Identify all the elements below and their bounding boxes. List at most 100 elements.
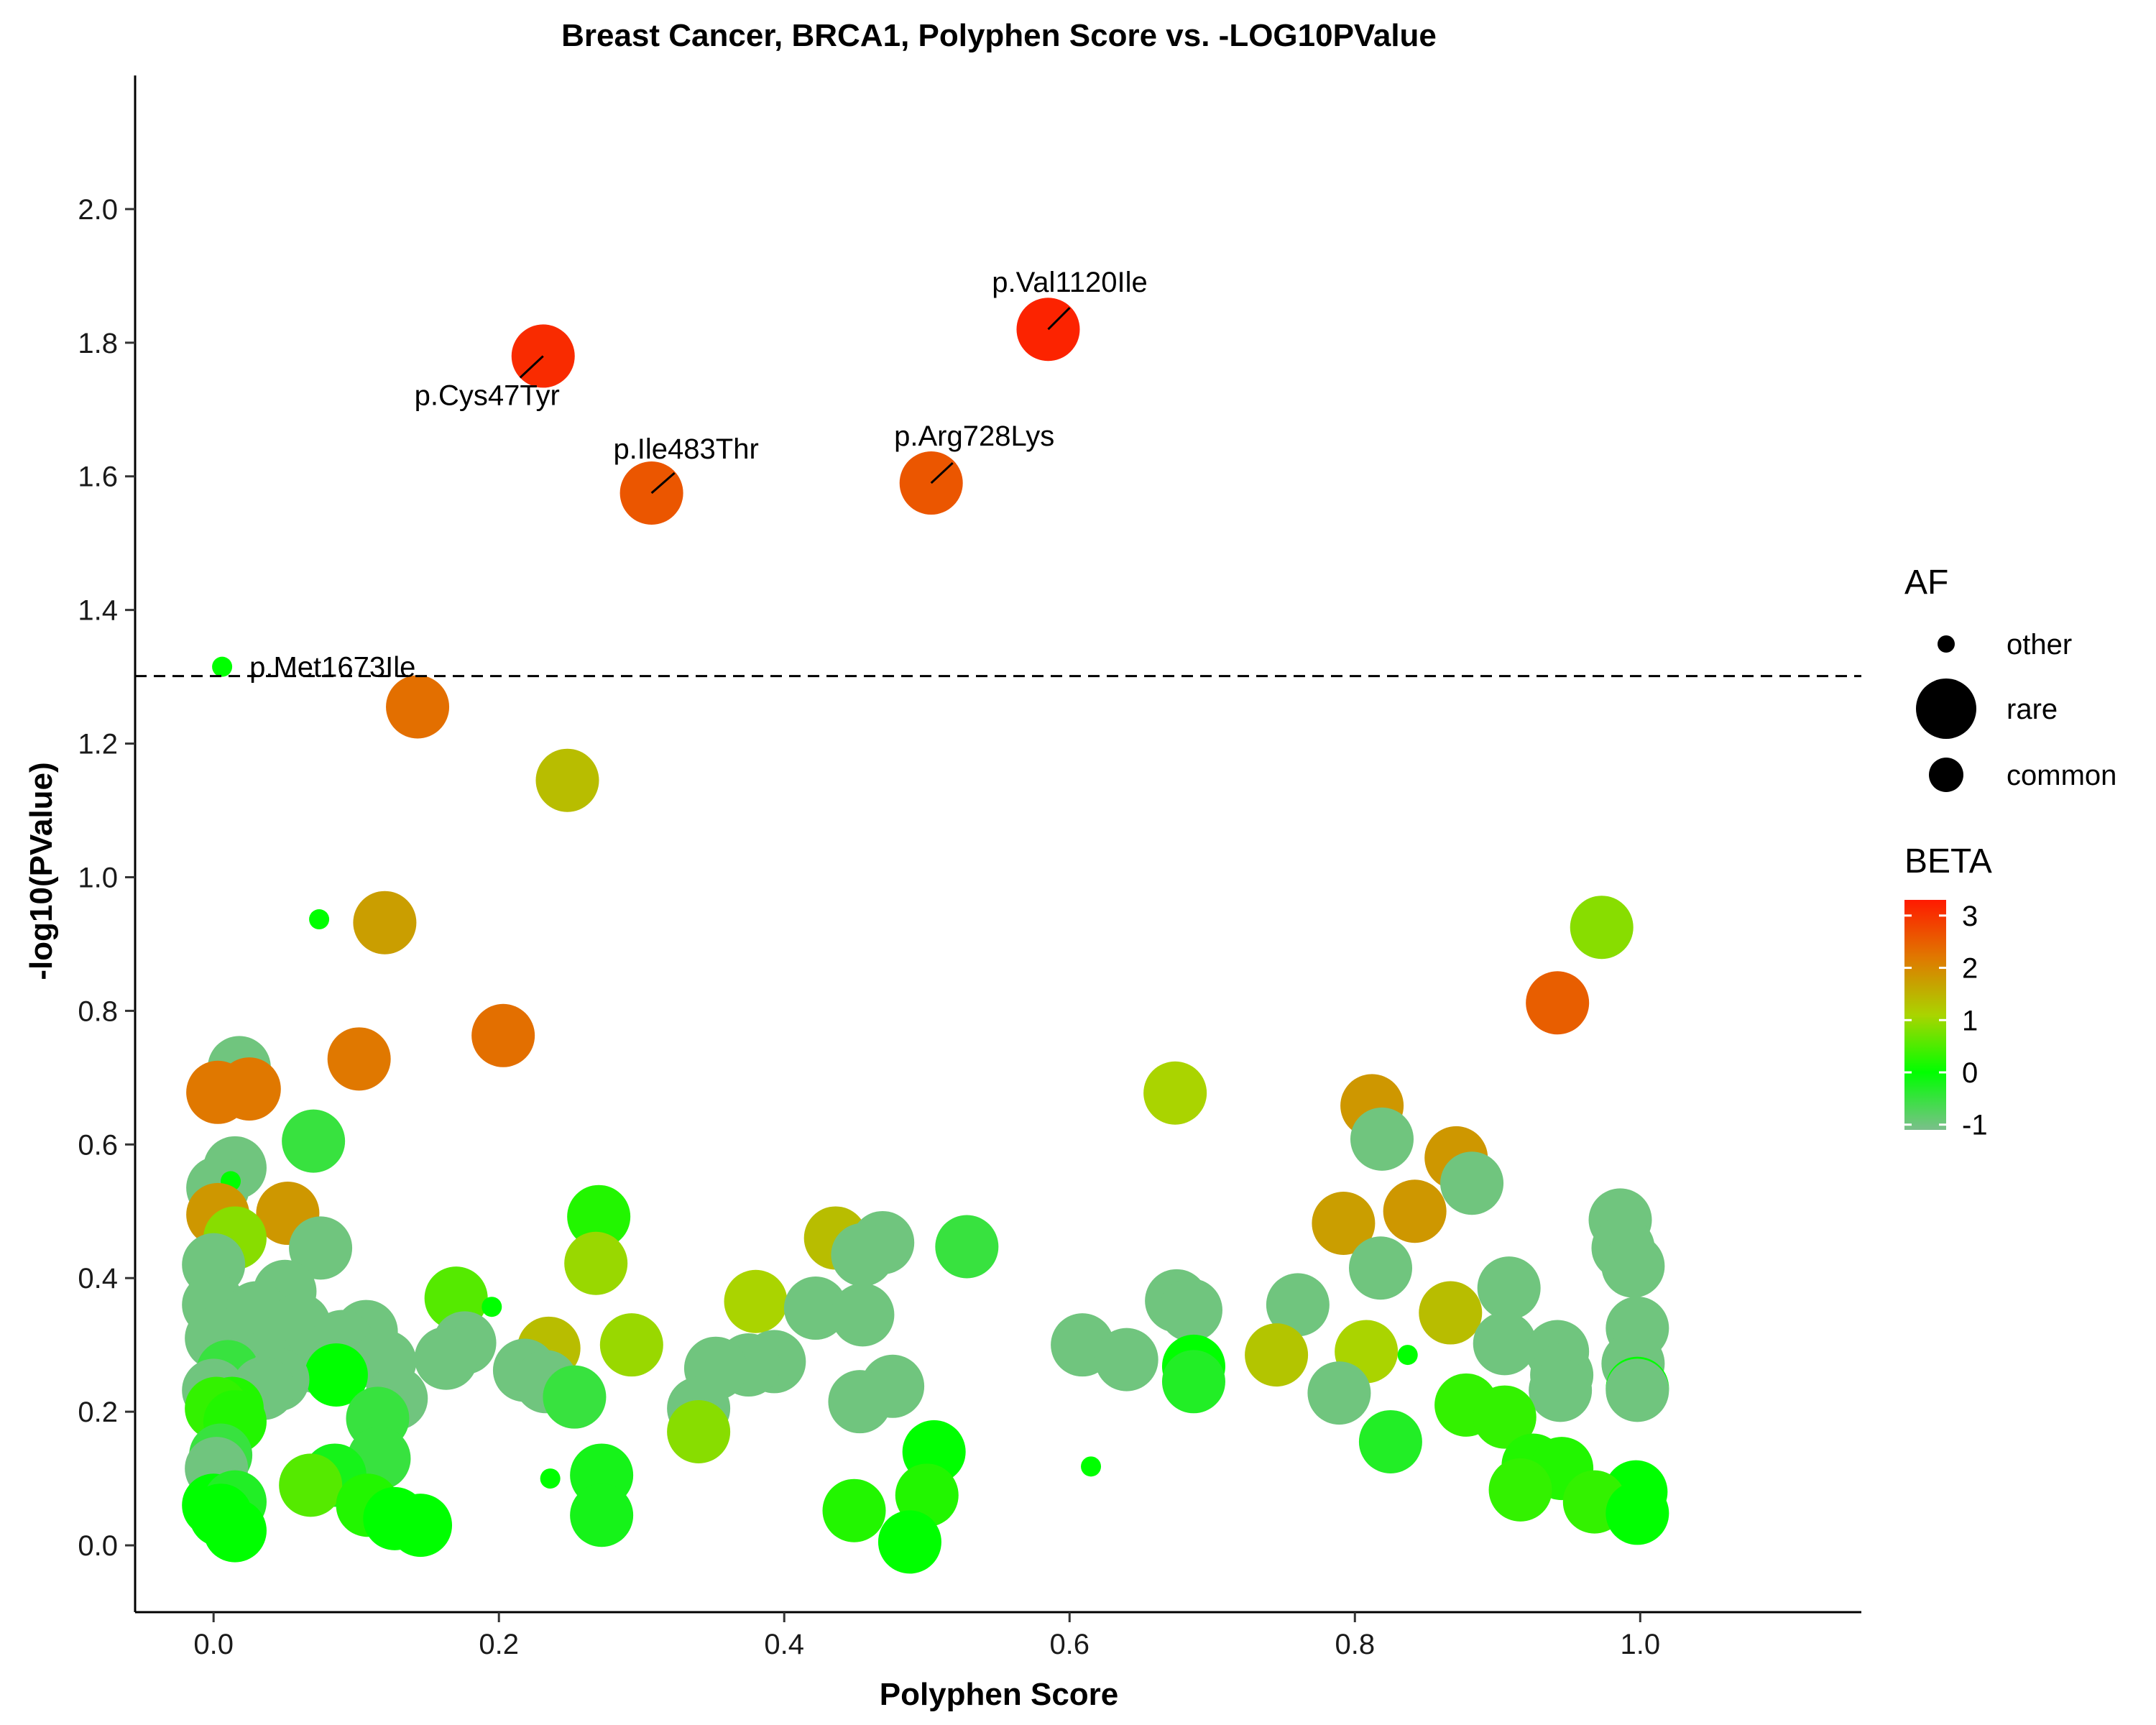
data-point xyxy=(535,748,599,812)
data-point xyxy=(1081,1456,1102,1477)
data-point xyxy=(1358,1409,1422,1473)
data-point xyxy=(186,1060,250,1124)
data-point xyxy=(389,1494,453,1558)
y-tick-label: 1.0 xyxy=(78,862,118,893)
data-point xyxy=(304,1343,368,1407)
size-legend-label: rare xyxy=(2007,694,2058,725)
x-tick-label: 0.4 xyxy=(764,1629,804,1660)
color-legend-label: 1 xyxy=(1962,1005,1978,1036)
data-point xyxy=(935,1215,999,1279)
size-legend-label: common xyxy=(2007,760,2116,791)
data-point xyxy=(1473,1385,1537,1449)
data-point xyxy=(414,1326,478,1390)
y-tick-label: 1.4 xyxy=(78,595,118,627)
data-point xyxy=(1349,1236,1413,1300)
annotations-layer: p.Val1120Ile p.Cys47Tyr p.Ile483Thr p.Arg72… xyxy=(249,267,1148,683)
data-point xyxy=(599,1313,663,1377)
data-point xyxy=(877,1510,941,1574)
annotation-label: p.Met1673Ile xyxy=(249,652,415,684)
data-point xyxy=(482,1297,502,1317)
y-tick-label: 1.8 xyxy=(78,328,118,359)
data-point xyxy=(831,1223,895,1287)
annotation-label: p.Ile483Thr xyxy=(613,433,758,465)
y-tick-label: 0.4 xyxy=(78,1263,118,1294)
x-axis-title: Polyphen Score xyxy=(880,1677,1119,1712)
data-point xyxy=(724,1269,788,1333)
data-point xyxy=(203,1499,267,1563)
data-point xyxy=(1350,1107,1414,1171)
data-point xyxy=(570,1484,634,1547)
x-tick-label: 0.8 xyxy=(1335,1629,1375,1660)
y-tick-label: 1.2 xyxy=(78,729,118,760)
data-point xyxy=(1477,1256,1541,1320)
annotation-leader xyxy=(519,355,544,379)
data-point xyxy=(471,1003,535,1067)
x-tick-label: 0.2 xyxy=(479,1629,519,1660)
annotation-leader xyxy=(1047,307,1071,331)
color-legend-title: BETA xyxy=(1904,842,1992,880)
annotation-leader xyxy=(930,461,954,484)
y-axis-title: -log10(PValue) xyxy=(24,762,59,980)
data-point xyxy=(386,675,450,739)
data-point xyxy=(1312,1191,1376,1255)
annotation-leader xyxy=(650,472,676,494)
data-point xyxy=(828,1370,892,1434)
size-legend-title: AF xyxy=(1904,564,1948,602)
data-point xyxy=(831,1283,895,1347)
color-legend-bar xyxy=(1904,900,1946,1130)
data-point xyxy=(353,891,417,954)
annotation-label: p.Arg728Lys xyxy=(894,420,1054,452)
data-point xyxy=(1606,1358,1669,1422)
data-point xyxy=(309,909,330,930)
axes-layer: 0.0 0.2 0.4 0.6 0.8 1.0 0.0 0.2 0.4 0.6 0.8 1.0 1.2 1… xyxy=(78,75,1861,1660)
size-legend-key xyxy=(1938,635,1955,653)
size-legend-label: other xyxy=(2007,629,2072,661)
x-tick-label: 0.6 xyxy=(1049,1629,1089,1660)
y-tick-label: 2.0 xyxy=(78,194,118,226)
data-point xyxy=(1266,1273,1330,1337)
data-point xyxy=(282,1109,346,1173)
data-point xyxy=(1143,1061,1207,1125)
x-tick-label: 1.0 xyxy=(1621,1629,1661,1660)
data-point xyxy=(567,1184,631,1248)
legend: AF other rare common BETA 3 2 1 0 -1 xyxy=(1904,564,2116,1141)
data-point xyxy=(279,1453,343,1517)
size-legend-key xyxy=(1929,758,1963,792)
y-tick-label: 0.6 xyxy=(78,1129,118,1161)
y-tick-label: 0.0 xyxy=(78,1530,118,1562)
data-point xyxy=(1397,1345,1418,1366)
data-point xyxy=(289,1216,353,1280)
data-point xyxy=(667,1400,731,1464)
points-layer xyxy=(182,298,1669,1574)
y-tick-label: 0.2 xyxy=(78,1397,118,1428)
color-legend-label: 3 xyxy=(1962,901,1978,932)
data-point xyxy=(1440,1151,1504,1215)
data-point xyxy=(1383,1179,1447,1243)
color-legend-label: -1 xyxy=(1962,1110,1988,1141)
data-point xyxy=(822,1478,886,1542)
data-point xyxy=(1570,896,1634,960)
x-tick-label: 0.0 xyxy=(193,1629,234,1660)
color-legend-label: 0 xyxy=(1962,1057,1978,1089)
data-point xyxy=(540,1468,561,1489)
data-point xyxy=(1245,1323,1309,1387)
annotation-label: p.Val1120Ile xyxy=(992,267,1147,298)
data-point xyxy=(1601,1234,1665,1298)
data-point xyxy=(212,656,233,677)
size-legend-key xyxy=(1916,678,1976,739)
data-point xyxy=(543,1365,607,1429)
data-point xyxy=(1419,1281,1483,1345)
data-point xyxy=(1488,1458,1552,1522)
data-point xyxy=(327,1027,391,1091)
y-tick-label: 0.8 xyxy=(78,995,118,1027)
data-point xyxy=(1161,1350,1225,1414)
data-point xyxy=(783,1276,847,1340)
data-point xyxy=(1473,1312,1537,1376)
data-point xyxy=(1526,971,1590,1035)
chart-title: Breast Cancer, BRCA1, Polyphen Score vs.… xyxy=(561,18,1437,53)
data-point xyxy=(1307,1361,1371,1425)
data-point xyxy=(1158,1278,1222,1342)
data-point xyxy=(1606,1481,1669,1545)
y-tick-label: 1.6 xyxy=(78,461,118,493)
